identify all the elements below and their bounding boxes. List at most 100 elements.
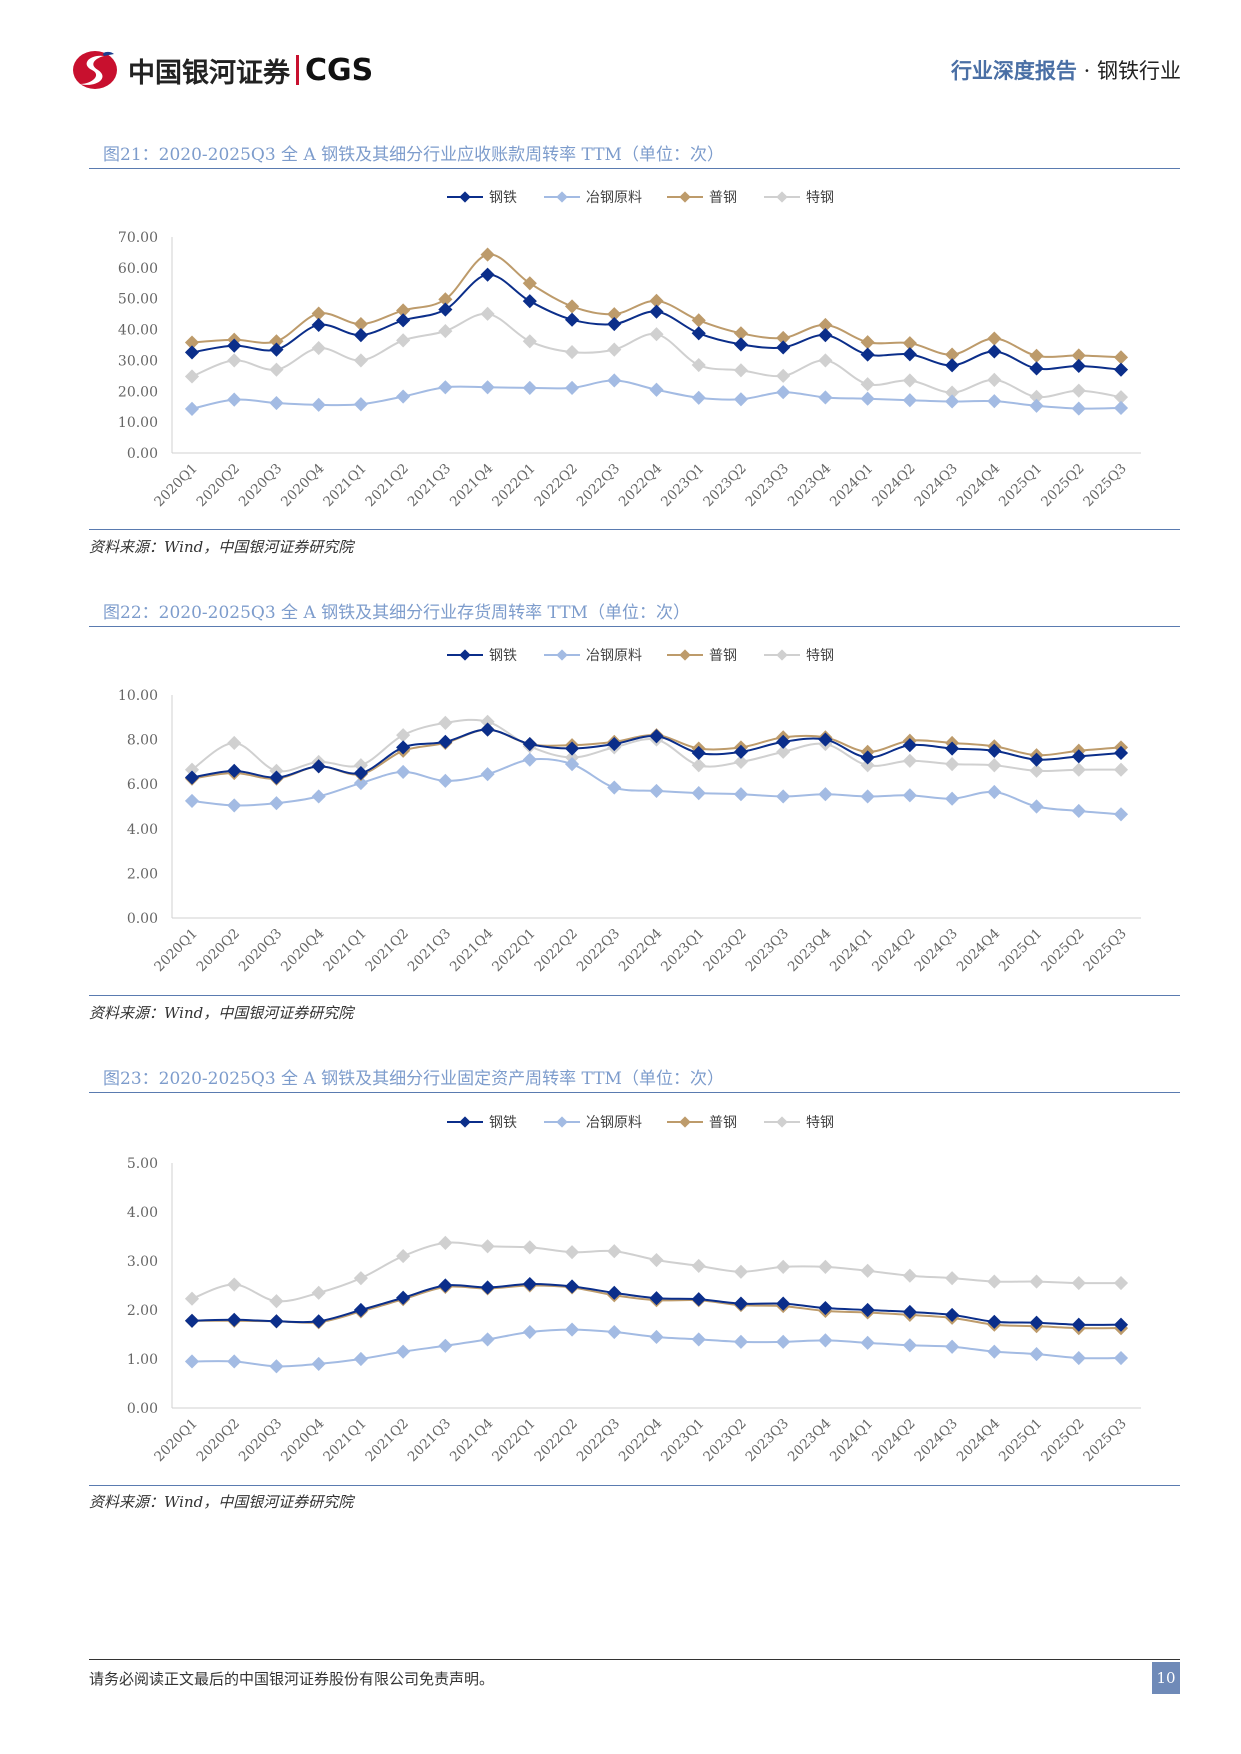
data-point [522,380,537,395]
y-tick-label: 2.00 [127,1303,158,1319]
data-point [311,1314,326,1329]
x-tick-label: 2025Q1 [996,461,1046,511]
data-point [776,734,791,749]
cgs-logo: 中国银河证券 CGS [70,48,373,92]
data-point [564,1322,580,1337]
data-point [987,1314,1002,1329]
y-tick-label: 10.00 [118,415,158,431]
x-tick-label: 2022Q4 [616,461,666,511]
data-point [649,783,664,798]
data-point [649,304,664,319]
divider [89,626,1180,627]
data-point [607,307,622,322]
data-point [1071,762,1086,777]
data-point [353,1302,368,1318]
data-point [607,1324,622,1340]
data-point [1113,1350,1129,1366]
x-tick-label: 2020Q2 [194,1416,244,1466]
data-point [311,317,326,333]
data-point [522,1240,537,1255]
data-point [396,313,411,328]
industry-name: 钢铁行业 [1097,59,1181,83]
data-point [818,1333,833,1348]
data-point [480,1332,495,1347]
data-point [311,397,326,412]
legend-marker-3 [776,1116,788,1128]
x-tick-label: 2024Q3 [911,461,961,511]
data-point [1029,361,1044,376]
data-point [776,1259,791,1274]
y-tick-label: 40.00 [118,323,158,339]
data-point [987,1274,1002,1289]
data-point [987,344,1002,359]
data-point [860,750,875,765]
data-point [438,324,453,339]
x-tick-label: 2023Q1 [658,461,708,511]
x-tick-label: 2021Q1 [320,461,370,511]
data-point [733,326,749,341]
x-tick-label: 2020Q3 [236,1416,286,1466]
data-point [564,312,580,327]
data-point [311,1285,326,1300]
data-point [480,267,495,282]
legend-label: 冶钢原料 [586,648,642,664]
x-tick-label: 2021Q2 [362,461,412,511]
data-point [733,1264,749,1279]
data-point [480,722,495,737]
data-point [902,347,917,362]
legend-label: 特钢 [806,190,834,206]
data-point [733,1334,749,1349]
data-point [945,1271,960,1286]
data-point [691,357,706,373]
data-point [1071,401,1086,416]
x-tick-label: 2021Q1 [320,1416,370,1466]
data-point [1113,762,1129,777]
divider [89,1092,1180,1093]
data-point [480,1280,495,1295]
data-point [269,362,284,377]
data-point [649,1291,664,1306]
data-point [269,796,284,811]
divider [89,529,1180,530]
data-point [1071,1275,1086,1291]
x-tick-label: 2024Q4 [954,1416,1004,1466]
data-point [902,738,917,753]
legend-marker-3 [776,649,788,661]
data-point [564,757,580,772]
data-point [522,752,537,767]
data-point [860,1335,875,1350]
x-tick-label: 2025Q2 [1038,1416,1088,1466]
data-point [269,334,284,349]
data-point [396,728,411,743]
data-point [269,342,284,357]
x-tick-label: 2022Q1 [489,1416,539,1466]
data-point [522,276,537,291]
data-point [311,1356,326,1371]
y-tick-label: 2.00 [127,866,158,882]
data-point [522,736,537,752]
data-point [860,1263,875,1278]
x-tick-label: 2023Q4 [785,1416,835,1466]
x-tick-label: 2021Q1 [320,926,370,976]
x-tick-label: 2024Q1 [827,1416,877,1466]
data-point [691,1292,706,1307]
data-point [269,1294,284,1309]
legend-label: 钢铁 [489,190,517,206]
chart-inventory-turnover: 钢铁 冶钢原料 普钢 特钢 0.00 2.00 4.00 6.00 8.00 10.00 2020Q… [118,648,1141,976]
x-tick-label: 2024Q1 [827,926,877,976]
figure-23-title: 图23：2020-2025Q3 全 A 钢铁及其细分行业固定资产周转率 TTM（… [103,1069,724,1089]
data-point [1071,383,1086,398]
data-point [945,1307,960,1322]
legend-label: 钢铁 [489,1115,517,1131]
series-line-0 [191,273,1122,371]
data-point [184,1354,200,1369]
data-point [733,744,749,759]
legend-marker-0 [459,191,471,203]
x-tick-label: 2025Q3 [1080,926,1130,976]
data-point [691,1258,706,1273]
data-point [311,789,326,804]
data-point [902,788,917,803]
x-tick-label: 2021Q4 [447,926,497,976]
x-tick-label: 2021Q3 [405,926,455,976]
x-tick-label: 2020Q2 [194,926,244,976]
